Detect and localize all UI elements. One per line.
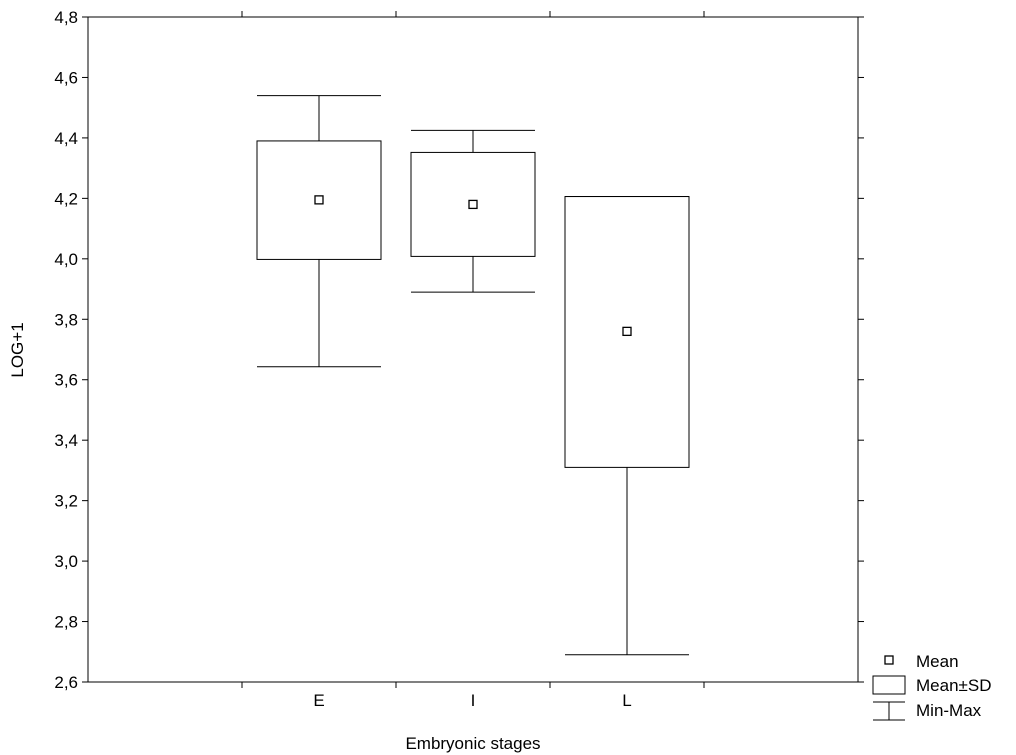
x-axis-title: Embryonic stages — [405, 734, 540, 753]
x-tick-label-L: L — [622, 691, 631, 710]
y-tick-label: 2,6 — [54, 673, 78, 692]
y-tick-label: 3,6 — [54, 371, 78, 390]
legend-sd-label: Mean±SD — [916, 676, 991, 695]
mean-marker — [314, 195, 324, 205]
box-L — [564, 196, 690, 656]
box-series — [256, 95, 690, 656]
y-tick-label: 2,8 — [54, 613, 78, 632]
y-tick-label: 3,8 — [54, 310, 78, 329]
legend-sd-box — [872, 675, 906, 695]
y-axis: 2,6 2,8 3,0 3,2 3,4 3,6 3,8 4,0 4,2 4,4 4,6 4,8 — [54, 8, 864, 692]
y-tick-label: 4,0 — [54, 250, 78, 269]
legend-minmax-label: Min-Max — [916, 701, 982, 720]
mean-marker — [622, 326, 632, 337]
y-axis-title: LOG+1 — [8, 322, 27, 377]
y-tick-label: 3,4 — [54, 431, 78, 450]
y-tick-label: 4,2 — [54, 189, 78, 208]
y-tick-label: 4,8 — [54, 8, 78, 27]
y-tick-label: 3,0 — [54, 552, 78, 571]
box-E — [256, 95, 382, 368]
box-I — [410, 129, 536, 293]
legend-mean-label: Mean — [916, 652, 959, 671]
y-tick-label: 4,4 — [54, 129, 78, 148]
legend: Mean Mean±SD Min-Max — [872, 652, 991, 721]
mean-marker — [468, 199, 478, 210]
x-tick-label-E: E — [313, 691, 324, 710]
legend-mean-marker — [884, 655, 894, 665]
x-tick-label-I: I — [471, 691, 476, 710]
y-tick-label: 4,6 — [54, 68, 78, 87]
y-tick-label: 3,2 — [54, 492, 78, 511]
plot-frame — [87, 16, 859, 683]
